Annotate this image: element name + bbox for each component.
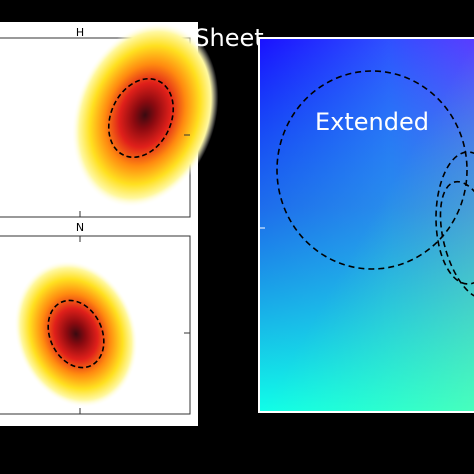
panel-label: N [76, 221, 84, 234]
sheet-title: Sheet [194, 24, 263, 52]
region-label: Extended [315, 108, 429, 136]
contour [107, 77, 175, 159]
contour [276, 70, 468, 270]
panel-label: H [76, 26, 84, 39]
panel-frame [258, 37, 474, 413]
heatmap-blob [71, 22, 219, 208]
panel-n: N [0, 221, 191, 415]
panel-h: H [0, 22, 219, 218]
contour [47, 299, 105, 369]
contour [439, 180, 474, 300]
color-panel: Extended [258, 37, 474, 413]
color-field [259, 38, 474, 412]
heatmap-blob [14, 260, 138, 408]
